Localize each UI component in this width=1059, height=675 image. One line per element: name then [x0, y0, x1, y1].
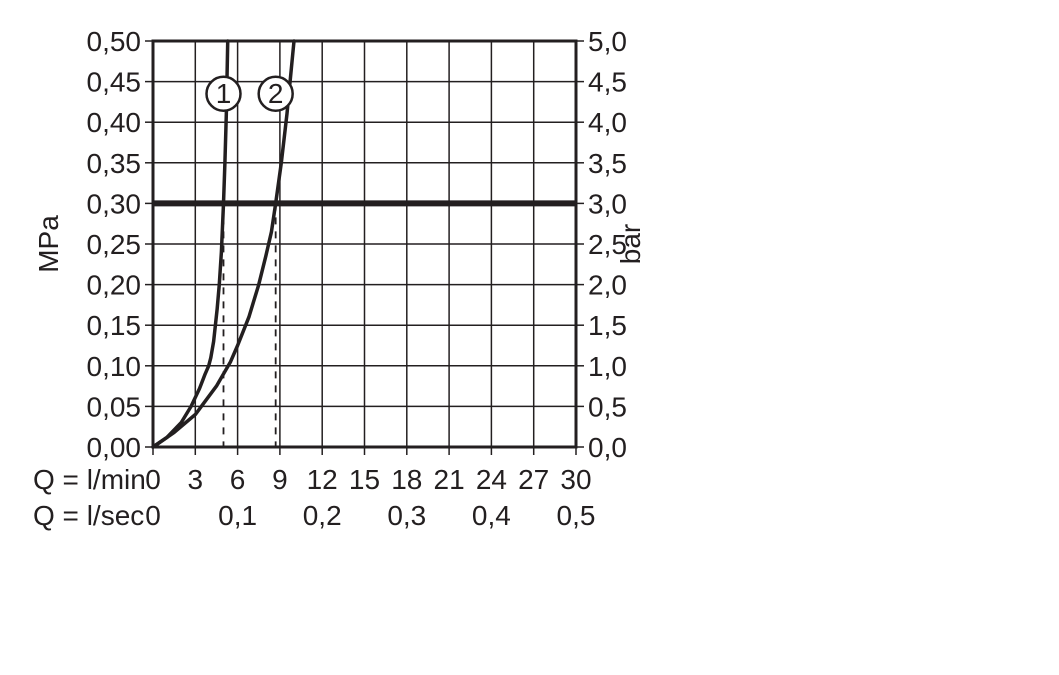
tick-label-lsec: 0 [145, 500, 161, 531]
tick-label-left: 0,35 [87, 148, 142, 179]
tick-label-right: 3,0 [588, 188, 627, 219]
tick-label-right: 5,0 [588, 26, 627, 57]
tick-label-lmin: 15 [349, 464, 380, 495]
tick-label-lsec: 0,2 [303, 500, 342, 531]
tick-label-left: 0,05 [87, 391, 142, 422]
y-axis-label-left: MPa [33, 215, 64, 273]
chart-bg [0, 0, 1059, 675]
tick-label-lmin: 6 [230, 464, 246, 495]
tick-label-left: 0,30 [87, 188, 142, 219]
tick-label-lmin: 18 [391, 464, 422, 495]
tick-label-right: 4,5 [588, 67, 627, 98]
tick-label-right: 1,5 [588, 310, 627, 341]
tick-label-left: 0,20 [87, 270, 142, 301]
tick-label-lsec: 0,1 [218, 500, 257, 531]
tick-label-left: 0,50 [87, 26, 142, 57]
tick-label-right: 2,0 [588, 270, 627, 301]
tick-label-lmin: 24 [476, 464, 507, 495]
tick-label-right: 0,0 [588, 432, 627, 463]
tick-label-lmin: 0 [145, 464, 161, 495]
flow-pressure-chart: 0,000,050,100,150,200,250,300,350,400,45… [0, 0, 1059, 675]
tick-label-left: 0,25 [87, 229, 142, 260]
tick-label-lmin: 9 [272, 464, 288, 495]
tick-label-lmin: 21 [434, 464, 465, 495]
tick-label-lsec: 0,3 [387, 500, 426, 531]
tick-label-lsec: 0,5 [557, 500, 596, 531]
tick-label-left: 0,15 [87, 310, 142, 341]
x-axis-label-lmin: Q = l/min [33, 464, 146, 495]
tick-label-lmin: 30 [560, 464, 591, 495]
tick-label-right: 4,0 [588, 107, 627, 138]
curve-annotation-label: 2 [268, 78, 284, 109]
tick-label-lmin: 3 [188, 464, 204, 495]
tick-label-right: 3,5 [588, 148, 627, 179]
x-axis-label-lsec: Q = l/sec [33, 500, 144, 531]
curve-annotation-label: 1 [216, 78, 232, 109]
tick-label-lmin: 12 [307, 464, 338, 495]
tick-label-left: 0,45 [87, 67, 142, 98]
y-axis-label-right: bar [615, 224, 646, 264]
tick-label-lsec: 0,4 [472, 500, 511, 531]
tick-label-left: 0,40 [87, 107, 142, 138]
tick-label-left: 0,00 [87, 432, 142, 463]
tick-label-lmin: 27 [518, 464, 549, 495]
tick-label-right: 0,5 [588, 391, 627, 422]
tick-label-right: 1,0 [588, 351, 627, 382]
tick-label-left: 0,10 [87, 351, 142, 382]
